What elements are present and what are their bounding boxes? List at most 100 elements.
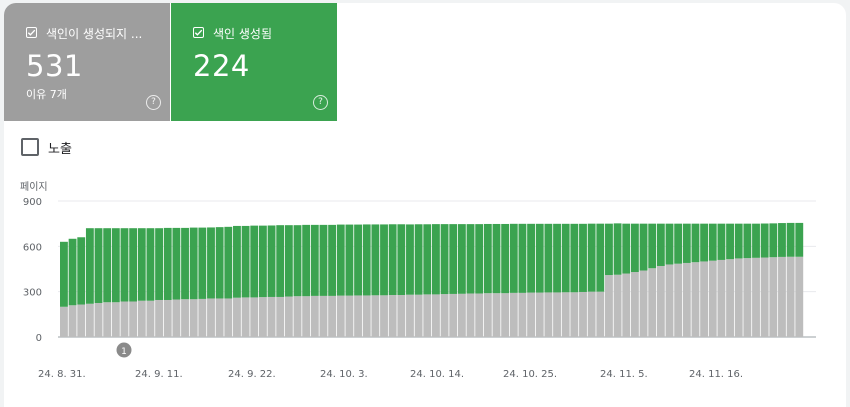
bar-not-indexed (310, 295, 319, 337)
bar-indexed (691, 223, 700, 263)
bar-indexed (483, 223, 492, 294)
bar-indexed (224, 226, 233, 299)
bar-not-indexed (155, 299, 164, 337)
bar-indexed (656, 223, 665, 266)
bar-indexed (163, 227, 172, 300)
bar-not-indexed (388, 294, 397, 337)
bar-not-indexed (111, 302, 120, 337)
bar-indexed (734, 223, 743, 259)
bar-indexed (475, 224, 484, 294)
bar-indexed (155, 228, 164, 300)
bar-not-indexed (760, 257, 769, 337)
tile-label: 색인이 생성되지 ... (46, 27, 143, 41)
bar-not-indexed (605, 275, 613, 337)
bar-not-indexed (613, 274, 622, 337)
bar-not-indexed (509, 292, 518, 337)
bar-not-indexed (77, 304, 86, 337)
bar-indexed (795, 222, 804, 257)
bar-indexed (336, 224, 345, 296)
impressions-checkbox[interactable] (21, 138, 39, 156)
bar-indexed (77, 237, 86, 305)
bar-indexed (302, 224, 311, 297)
bar-not-indexed (778, 256, 786, 337)
index-coverage-card: 색인이 생성되지 ... 531 이유 7개 ? 색인 생성됨 224 ? 노출… (4, 3, 846, 407)
bar-indexed (648, 223, 657, 269)
x-tick-label: 24. 9. 11. (135, 369, 183, 380)
bar-not-indexed (284, 296, 293, 337)
indexed-tile[interactable]: 색인 생성됨 224 ? (171, 3, 337, 121)
y-tick-label: 600 (23, 242, 42, 253)
bar-not-indexed (700, 261, 709, 337)
bar-not-indexed (336, 295, 345, 337)
bar-not-indexed (743, 258, 752, 337)
bar-indexed (518, 223, 527, 293)
bar-indexed (146, 228, 155, 301)
help-icon[interactable]: ? (146, 95, 161, 110)
bar-indexed (362, 224, 371, 296)
bar-not-indexed (432, 294, 440, 337)
y-tick-label: 0 (36, 333, 42, 344)
bar-not-indexed (371, 295, 380, 337)
bar-not-indexed (449, 293, 458, 337)
bar-indexed (596, 223, 605, 292)
bar-not-indexed (302, 296, 311, 337)
checkbox-checked-icon[interactable] (26, 27, 37, 38)
bar-not-indexed (726, 259, 734, 337)
bar-indexed (553, 223, 561, 293)
bar-not-indexed (492, 293, 501, 337)
annotation-marker (116, 342, 132, 358)
bar-indexed (786, 222, 795, 257)
bar-indexed (103, 228, 112, 303)
bar-indexed (743, 223, 752, 259)
bar-not-indexed (674, 263, 683, 337)
bar-indexed (319, 224, 328, 296)
bar-indexed (85, 228, 94, 304)
bar-not-indexed (734, 258, 743, 337)
bar-indexed (380, 224, 388, 296)
help-icon[interactable]: ? (313, 95, 328, 110)
bar-indexed (752, 223, 760, 258)
bar-not-indexed (406, 294, 414, 337)
bar-not-indexed (60, 306, 68, 337)
bar-not-indexed (181, 299, 189, 337)
bar-not-indexed (103, 302, 112, 337)
bar-indexed (630, 223, 639, 273)
not-indexed-tile[interactable]: 색인이 생성되지 ... 531 이유 7개 ? (4, 3, 170, 121)
bar-indexed (267, 225, 276, 297)
tile-value: 531 (26, 49, 83, 83)
bar-not-indexed (501, 293, 510, 337)
bar-not-indexed (682, 262, 691, 337)
bar-not-indexed (250, 297, 259, 337)
bar-indexed (129, 228, 138, 302)
bar-indexed (120, 228, 129, 302)
bar-indexed (423, 224, 432, 295)
bar-indexed (665, 223, 674, 265)
bar-not-indexed (795, 256, 804, 337)
bar-not-indexed (639, 270, 648, 337)
x-tick-label: 24. 10. 25. (503, 369, 557, 380)
bar-indexed (778, 223, 786, 257)
bar-indexed (466, 224, 475, 294)
checkbox-checked-icon[interactable] (193, 27, 204, 38)
bar-indexed (700, 223, 709, 262)
bar-indexed (189, 227, 198, 300)
bar-indexed (111, 228, 120, 303)
bar-not-indexed (475, 293, 484, 337)
y-tick-label: 900 (23, 197, 42, 208)
bar-not-indexed (258, 297, 267, 337)
bar-not-indexed (68, 305, 77, 337)
bar-indexed (60, 241, 68, 307)
bar-indexed (639, 223, 648, 271)
bar-not-indexed (163, 299, 172, 337)
bar-indexed (258, 225, 267, 298)
bar-indexed (605, 223, 613, 276)
impressions-label: 노출 (48, 142, 72, 157)
bar-not-indexed (544, 292, 553, 337)
bar-not-indexed (535, 292, 544, 337)
bar-indexed (613, 223, 622, 275)
bar-indexed (68, 238, 77, 306)
x-tick-label: 24. 8. 31. (38, 369, 86, 380)
bar-not-indexed (345, 295, 354, 337)
bar-indexed (241, 225, 250, 298)
bar-not-indexed (527, 292, 536, 337)
